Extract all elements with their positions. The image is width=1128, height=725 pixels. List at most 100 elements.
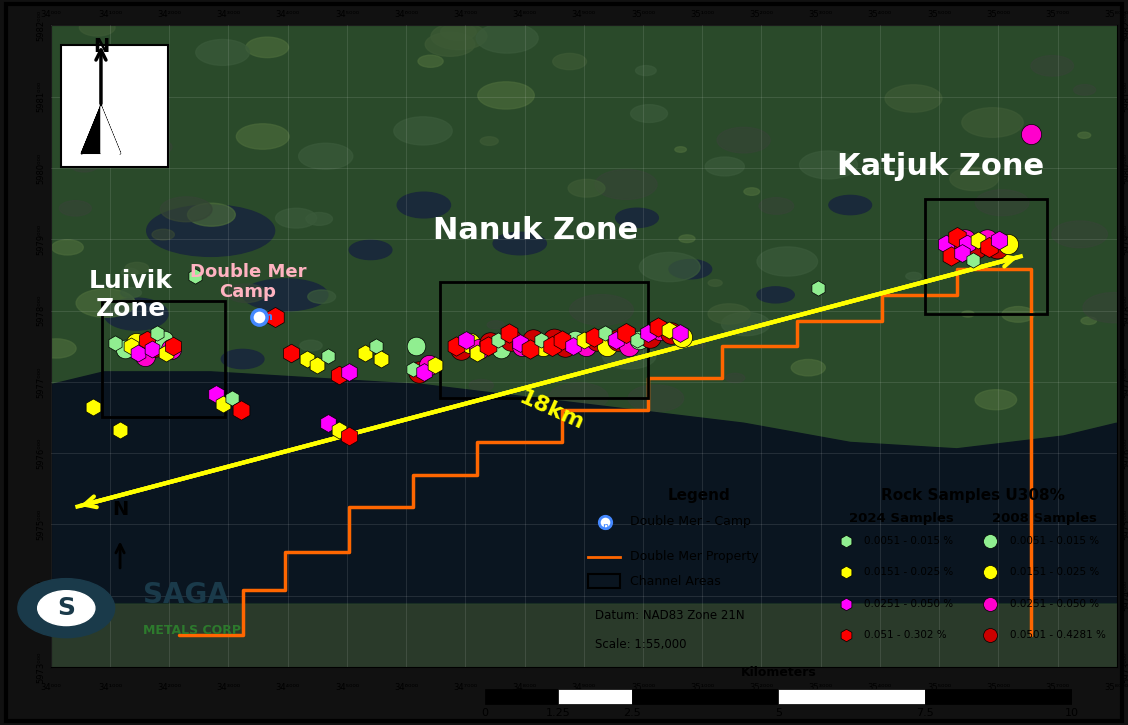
Point [308,360,326,371]
Text: 2.5: 2.5 [623,708,641,718]
Ellipse shape [679,235,695,243]
Bar [485,689,558,704]
Point [425,360,443,371]
Text: 35⁶⁰⁰⁰: 35⁶⁰⁰⁰ [986,683,1011,692]
Text: 35⁴⁰⁰⁰: 35⁴⁰⁰⁰ [867,683,892,692]
Point [367,341,385,352]
Ellipse shape [246,37,289,57]
Text: 5979⁰⁰⁰: 5979⁰⁰⁰ [36,223,45,255]
Ellipse shape [394,117,452,145]
Ellipse shape [800,151,857,179]
Ellipse shape [228,112,262,128]
Point [574,334,593,346]
Point [617,328,635,339]
Text: 34⁹⁰⁰⁰: 34⁹⁰⁰⁰ [572,683,596,692]
Ellipse shape [906,273,922,280]
Text: SAGA: SAGA [143,581,229,609]
Text: 35⁷⁰⁰⁰: 35⁷⁰⁰⁰ [1046,10,1069,19]
Ellipse shape [757,247,818,276]
Point [1022,128,1040,140]
Point [129,347,147,358]
Ellipse shape [36,339,76,358]
Point [945,241,963,252]
Ellipse shape [975,390,1016,410]
Text: 7.5: 7.5 [916,708,934,718]
Bar [925,689,1072,704]
Point [521,344,539,355]
Ellipse shape [628,385,684,412]
Bar [925,199,1048,314]
Point [619,341,637,352]
Text: Luivik
Zone: Luivik Zone [89,269,173,320]
Ellipse shape [1031,378,1054,389]
Bar [558,689,632,704]
Ellipse shape [717,128,770,153]
Ellipse shape [493,232,546,254]
Ellipse shape [1040,186,1070,201]
Ellipse shape [1081,317,1096,325]
Circle shape [37,591,95,626]
Text: 0.0151 - 0.025 %: 0.0151 - 0.025 % [864,568,953,577]
Point [468,347,486,358]
Ellipse shape [431,22,487,50]
Text: N: N [112,500,129,519]
Text: 5981⁰⁰⁰: 5981⁰⁰⁰ [1122,81,1128,112]
Ellipse shape [52,240,83,255]
Point [329,369,347,381]
Point [532,334,550,346]
Ellipse shape [705,157,744,176]
Ellipse shape [635,65,656,75]
Point [631,334,649,346]
Text: 5974⁰⁰⁰: 5974⁰⁰⁰ [1122,580,1128,611]
Point [341,430,359,442]
Text: 34³⁰⁰⁰: 34³⁰⁰⁰ [217,683,240,692]
Point [214,398,232,410]
Text: 35⁷⁰⁰⁰: 35⁷⁰⁰⁰ [1046,683,1069,692]
Text: 35²⁰⁰⁰: 35²⁰⁰⁰ [749,10,774,19]
Text: n: n [602,523,608,532]
Ellipse shape [553,54,587,70]
Point [319,418,337,429]
Ellipse shape [549,383,608,411]
Bar [588,574,620,588]
Text: 34²⁰⁰⁰: 34²⁰⁰⁰ [157,10,182,19]
Ellipse shape [60,201,91,216]
Text: 34⁰⁰⁰: 34⁰⁰⁰ [41,10,61,19]
Point [1121,215,1128,226]
Ellipse shape [725,373,744,383]
Text: 34⁴⁰⁰⁰: 34⁴⁰⁰⁰ [275,10,300,19]
Text: 35¹⁰⁰⁰: 35¹⁰⁰⁰ [690,10,714,19]
Ellipse shape [791,360,826,376]
Text: 5980⁰⁰⁰: 5980⁰⁰⁰ [1122,152,1128,183]
Point [490,334,508,346]
Text: 1.25: 1.25 [546,708,571,718]
Ellipse shape [196,39,249,65]
Point [963,254,981,265]
Ellipse shape [275,208,317,228]
Ellipse shape [1083,293,1128,323]
Point [356,347,374,358]
Point [980,241,998,252]
Ellipse shape [1052,221,1108,248]
Point [609,334,627,346]
Text: 35⁴⁰⁰⁰: 35⁴⁰⁰⁰ [867,10,892,19]
Ellipse shape [147,205,274,257]
Point [555,341,573,352]
Ellipse shape [243,279,328,311]
Text: 35⁰⁰⁰⁰: 35⁰⁰⁰⁰ [631,10,655,19]
Point [660,324,678,336]
Ellipse shape [570,294,633,326]
Text: Nanuk Zone: Nanuk Zone [433,216,638,245]
Ellipse shape [221,349,264,368]
Ellipse shape [487,320,504,329]
Point [554,334,572,346]
Text: 5976⁰⁰⁰: 5976⁰⁰⁰ [36,437,45,469]
Point [460,337,478,349]
Ellipse shape [441,23,476,41]
Point [500,328,518,339]
Point [513,341,531,352]
Text: 5980⁰⁰⁰: 5980⁰⁰⁰ [36,152,45,183]
Ellipse shape [675,146,687,152]
Text: 35⁶⁰⁰⁰: 35⁶⁰⁰⁰ [986,10,1011,19]
Point [967,241,985,252]
